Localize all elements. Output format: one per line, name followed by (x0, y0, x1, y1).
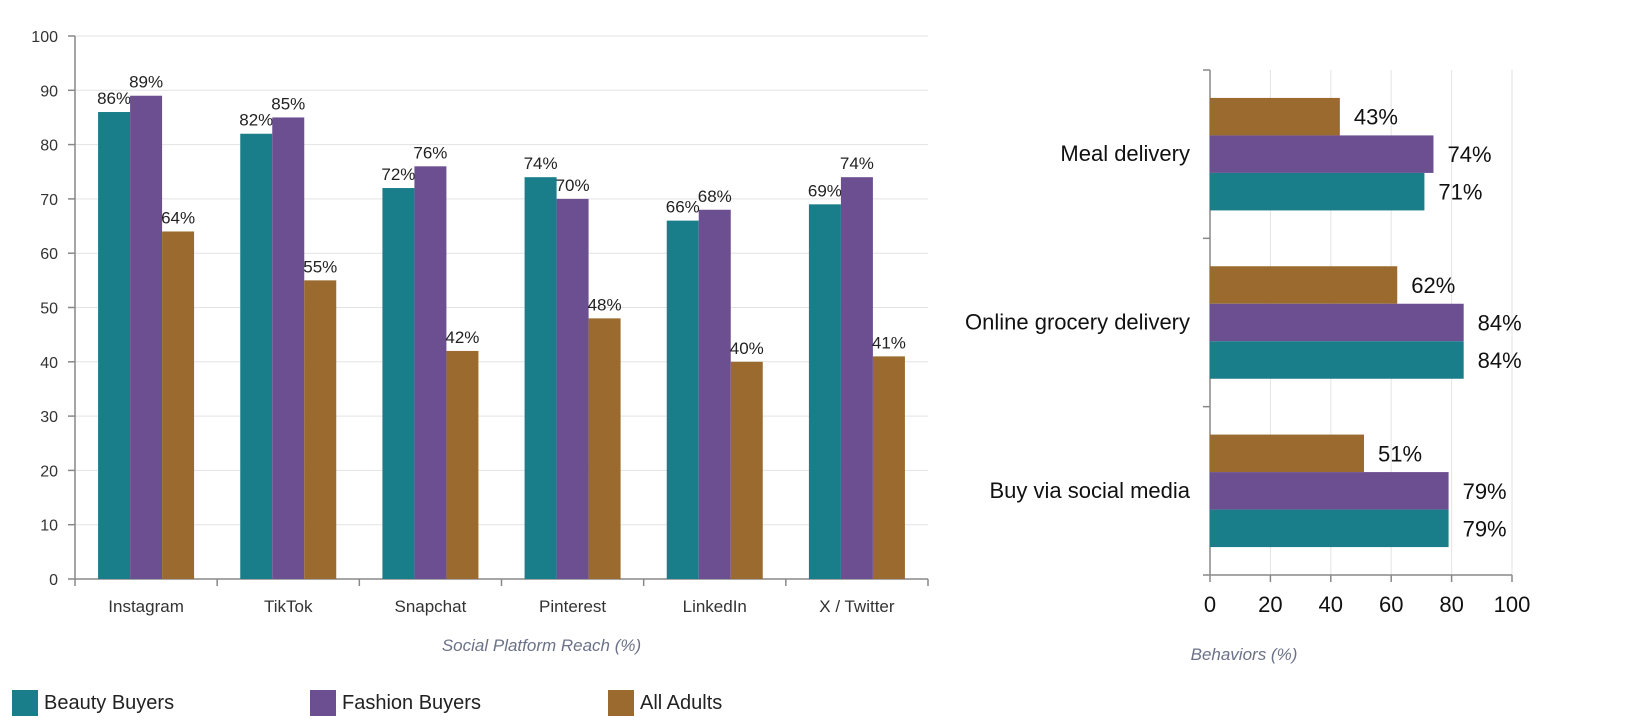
x-tick-label: 20 (1258, 592, 1282, 617)
bar-fashion-buyers-pinterest (556, 198, 589, 579)
bar-beauty-buyers-instagram (98, 112, 131, 580)
behaviors-chart: 0 20 40 60 80 100 43% 74% 71% Meal delivery 62% 84%… (965, 69, 1531, 664)
legend: Beauty Buyers Fashion Buyers All Adults (12, 690, 912, 720)
bar-all-adults-linkedin (730, 361, 763, 579)
data-label: 79% (1463, 516, 1507, 541)
data-label: 82% (239, 111, 273, 130)
category-label-buy-via-social-media: Buy via social media (989, 478, 1190, 503)
y-tick-label: 0 (49, 572, 58, 589)
data-label: 68% (698, 187, 732, 206)
x-tick-label: LinkedIn (683, 597, 747, 616)
bar-all-adults-online-grocery-delivery (1210, 266, 1398, 304)
x-tick-label: 60 (1379, 592, 1403, 617)
data-label: 86% (97, 89, 131, 108)
y-tick-label: 100 (31, 29, 58, 46)
data-label: 84% (1478, 348, 1522, 373)
data-label: 85% (271, 94, 305, 113)
platform-reach-chart: 0 10 20 30 40 50 60 70 80 90 100 86%89% 64% Instagram… (31, 29, 929, 655)
bar-beauty-buyers-linkedin (666, 220, 699, 579)
data-label: 40% (730, 339, 764, 358)
legend-label-beauty: Beauty Buyers (44, 691, 175, 714)
legend-swatch-all-adults (608, 690, 634, 716)
y-tick-label: 40 (40, 355, 58, 372)
data-label: 79% (1463, 479, 1507, 504)
bar-beauty-buyers-meal-delivery (1210, 172, 1425, 211)
data-label: 84% (1478, 311, 1522, 336)
category-label-online-grocery-delivery: Online grocery delivery (965, 310, 1190, 335)
x-tick-label: TikTok (264, 597, 313, 616)
x-tick-label: Snapchat (394, 597, 466, 616)
x-axis-caption: Behaviors (%) (1191, 645, 1298, 664)
category-label-meal-delivery: Meal delivery (1060, 141, 1190, 166)
data-label: 42% (445, 328, 479, 347)
bar-fashion-buyers-buy-via-social-media (1210, 472, 1449, 510)
x-tick-label: Pinterest (539, 597, 606, 616)
bar-all-adults-instagram (162, 231, 195, 580)
legend-swatch-beauty (12, 690, 38, 716)
y-tick-label: 90 (40, 83, 58, 100)
legend-item-all-adults: All Adults (608, 690, 722, 716)
data-label: 43% (1354, 105, 1398, 130)
data-label: 48% (588, 295, 622, 314)
bar-fashion-buyers-meal-delivery (1210, 135, 1434, 173)
data-label: 41% (872, 333, 906, 352)
bar-beauty-buyers-x-twitter (808, 204, 841, 579)
y-tick-label: 50 (40, 301, 58, 318)
data-label: 71% (1438, 180, 1482, 205)
y-tick-label: 10 (40, 518, 58, 535)
bar-fashion-buyers-snapchat (414, 166, 447, 579)
bar-beauty-buyers-pinterest (524, 177, 557, 579)
bar-fashion-buyers-x-twitter (840, 177, 873, 579)
legend-swatch-fashion (310, 690, 336, 716)
y-tick-label: 70 (40, 192, 58, 209)
data-label: 69% (808, 181, 842, 200)
y-tick-label: 60 (40, 246, 58, 263)
data-label: 76% (413, 143, 447, 162)
x-axis-caption: Social Platform Reach (%) (442, 636, 641, 655)
legend-item-fashion-buyers: Fashion Buyers (310, 690, 481, 716)
data-label: 74% (840, 154, 874, 173)
x-tick-label: 40 (1319, 592, 1343, 617)
data-label: 55% (303, 257, 337, 276)
bar-all-adults-x-twitter (872, 356, 905, 579)
bar-all-adults-meal-delivery (1210, 97, 1340, 136)
data-label: 51% (1378, 441, 1422, 466)
bar-all-adults-buy-via-social-media (1210, 434, 1365, 473)
bar-fashion-buyers-linkedin (698, 209, 731, 579)
x-tick-label: Instagram (108, 597, 184, 616)
bar-all-adults-snapchat (446, 350, 479, 579)
data-label: 89% (129, 73, 163, 92)
data-label: 72% (381, 165, 415, 184)
data-label: 66% (666, 198, 700, 217)
bar-all-adults-tiktok (304, 280, 337, 579)
y-tick-label: 80 (40, 138, 58, 155)
legend-label-all-adults: All Adults (640, 691, 723, 714)
data-label: 74% (524, 154, 558, 173)
bar-beauty-buyers-buy-via-social-media (1210, 509, 1449, 548)
bar-all-adults-pinterest (588, 318, 621, 579)
x-tick-label: 100 (1494, 592, 1531, 617)
x-tick-label: X / Twitter (819, 597, 895, 616)
legend-label-fashion: Fashion Buyers (342, 691, 481, 714)
bar-fashion-buyers-instagram (130, 95, 163, 579)
data-label: 62% (1411, 273, 1455, 298)
x-tick-label: 0 (1204, 592, 1216, 617)
x-tick-label: 80 (1439, 592, 1463, 617)
bar-fashion-buyers-online-grocery-delivery (1210, 303, 1464, 342)
bar-beauty-buyers-online-grocery-delivery (1210, 341, 1464, 379)
bar-beauty-buyers-snapchat (382, 188, 415, 580)
data-label: 64% (161, 208, 195, 227)
data-label: 70% (556, 176, 590, 195)
legend-item-beauty-buyers: Beauty Buyers (12, 690, 174, 716)
bar-beauty-buyers-tiktok (240, 133, 273, 580)
bar-fashion-buyers-tiktok (272, 117, 305, 579)
data-label: 74% (1447, 142, 1491, 167)
y-tick-label: 30 (40, 409, 58, 426)
y-tick-label: 20 (40, 463, 58, 480)
